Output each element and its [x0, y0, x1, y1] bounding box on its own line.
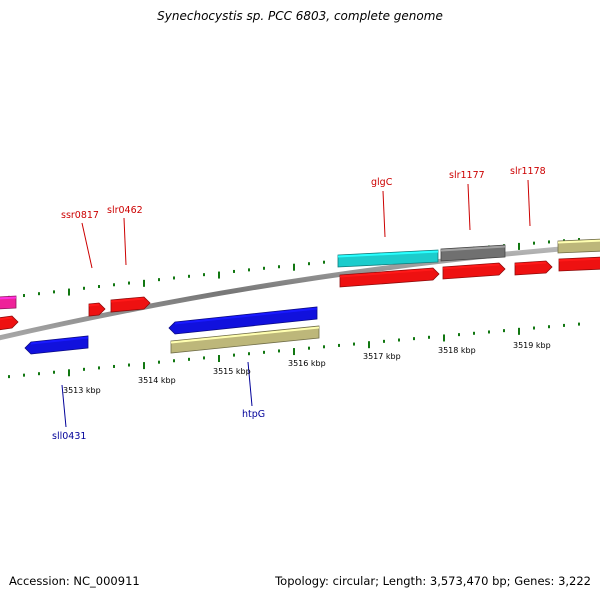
scale-label-3513: 3513 kbp	[63, 386, 101, 395]
gene-glgC-box-highlight	[337, 250, 439, 258]
scale-label-3516: 3516 kbp	[288, 359, 326, 368]
gene-ssr0817-highlight	[88, 303, 100, 307]
gene-label-sll0431[interactable]: sll0431	[52, 431, 86, 442]
gene-magenta-edge-body	[0, 295, 17, 310]
label-leaders	[61, 179, 531, 428]
leader-glgC	[382, 190, 386, 238]
accession-text: Accession: NC_000911	[9, 574, 140, 588]
gene-blue-long-body	[168, 306, 318, 335]
gene-slr1177	[442, 262, 506, 280]
gene-slr1177-box	[440, 244, 506, 262]
gene-red-right	[558, 256, 600, 272]
gene-slr0462	[110, 296, 151, 313]
gene-label-htpG[interactable]: htpG	[242, 409, 265, 420]
gene-khaki-upper-highlight	[557, 239, 600, 244]
gene-glgC-box	[337, 249, 439, 268]
gene-htpG	[170, 325, 320, 354]
gene-blue-long-highlight	[174, 307, 318, 325]
gene-ssr0817	[88, 302, 106, 317]
gene-htpG-body	[170, 325, 320, 354]
gene-magenta-edge	[0, 295, 17, 310]
scale-label-3517: 3517 kbp	[363, 352, 401, 361]
genome-summary-text: Topology: circular; Length: 3,573,470 bp…	[275, 574, 591, 588]
gene-glgC-body	[339, 267, 440, 288]
gene-glgC-highlight	[339, 268, 434, 278]
leader-sll0431	[61, 384, 67, 428]
gene-ssr0817-body	[88, 302, 106, 317]
gene-sll0431-body	[24, 335, 89, 355]
scale-label-3519: 3519 kbp	[513, 341, 551, 350]
gene-slr1177-highlight	[442, 263, 500, 270]
gene-features	[0, 238, 600, 355]
gene-blue-long	[168, 306, 318, 335]
scale-label-3518: 3518 kbp	[438, 346, 476, 355]
leader-htpG	[247, 361, 253, 407]
gene-slr1178	[514, 260, 553, 276]
gene-sll0431-highlight	[30, 336, 89, 345]
gene-htpG-highlight	[170, 326, 320, 344]
scale-label-3514: 3514 kbp	[138, 376, 176, 385]
leader-slr1178	[527, 179, 531, 227]
gene-sll0431	[24, 335, 89, 355]
gene-glgC	[339, 267, 440, 288]
gene-red-right-highlight	[558, 257, 600, 262]
gene-slr1177-box-highlight	[440, 245, 506, 252]
gene-red-edge	[0, 315, 19, 331]
gene-slr1178-highlight	[514, 261, 547, 266]
gene-label-slr1178[interactable]: slr1178	[510, 166, 546, 177]
gene-label-slr0462[interactable]: slr0462	[107, 205, 143, 216]
gene-label-glgC[interactable]: glgC	[371, 177, 393, 188]
gene-label-ssr0817[interactable]: ssr0817	[61, 210, 99, 221]
gene-slr0462-highlight	[110, 297, 145, 303]
leader-slr1177	[467, 183, 471, 231]
map-title: Synechocystis sp. PCC 6803, complete gen…	[157, 9, 443, 23]
gene-khaki-upper	[557, 238, 600, 254]
leader-ssr0817	[81, 222, 93, 269]
gene-label-slr1177[interactable]: slr1177	[449, 170, 485, 181]
scale-label-3515: 3515 kbp	[213, 367, 251, 376]
gene-red-edge-highlight	[0, 316, 13, 321]
gene-magenta-edge-highlight	[0, 296, 17, 300]
scale-ticks	[8, 238, 580, 379]
genome-backbone	[0, 243, 600, 341]
leader-slr0462	[123, 217, 127, 266]
